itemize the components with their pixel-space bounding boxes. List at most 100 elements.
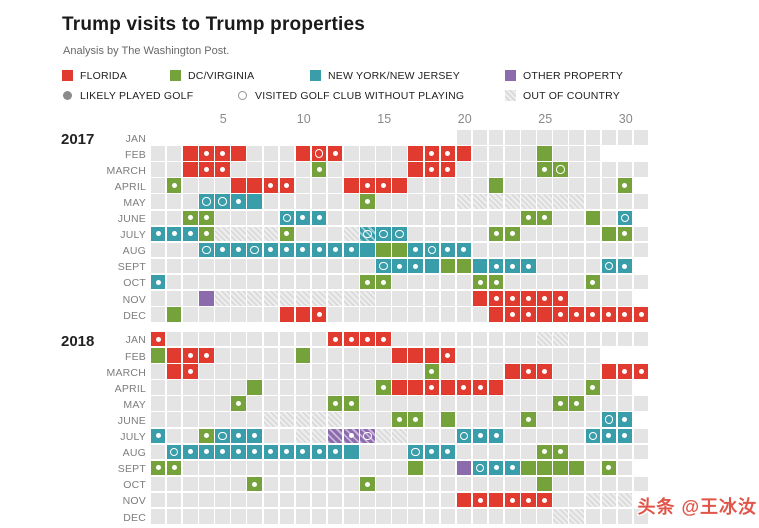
day-cell <box>601 380 617 395</box>
day-cell <box>440 476 456 492</box>
day-cell <box>521 476 536 492</box>
played-golf-marker <box>445 449 451 455</box>
day-cell <box>199 291 214 306</box>
day-cell <box>440 348 456 363</box>
day-cell <box>537 178 552 193</box>
day-cell <box>183 274 198 290</box>
legend-item-other-property: OTHER PROPERTY <box>505 69 623 82</box>
month-label: FEB <box>124 350 146 363</box>
played-golf-marker <box>236 433 242 439</box>
day-cell <box>456 307 472 322</box>
day-cell <box>311 396 327 411</box>
day-cell <box>488 307 504 322</box>
day-cell <box>215 460 230 476</box>
day-cell <box>327 460 343 476</box>
day-cell <box>521 396 536 411</box>
played-golf-marker <box>525 215 531 221</box>
day-cell <box>617 396 633 411</box>
day-cell <box>424 444 440 460</box>
day-cell <box>585 210 601 226</box>
played-golf-marker <box>155 279 161 285</box>
day-cell <box>295 380 311 395</box>
day-cell <box>408 364 423 379</box>
day-cell <box>215 492 230 508</box>
day-cell <box>408 307 423 322</box>
day-cell <box>183 460 198 476</box>
day-cell <box>488 476 504 492</box>
day-cell <box>424 274 440 290</box>
played-golf-marker <box>622 368 628 374</box>
day-cell <box>601 396 617 411</box>
day-cell <box>585 307 601 322</box>
visited-club-marker <box>556 165 565 174</box>
day-cell <box>183 210 198 226</box>
day-cell <box>183 509 198 524</box>
day-cell <box>150 291 166 306</box>
day-cell <box>505 412 520 427</box>
day-cell <box>601 162 617 177</box>
day-cell <box>537 380 552 395</box>
day-cell <box>392 428 407 444</box>
day-cell <box>408 412 423 427</box>
day-cell <box>263 396 279 411</box>
day-cell <box>601 291 617 306</box>
visited-club-marker <box>379 261 388 271</box>
day-cell <box>376 444 391 460</box>
day-cell <box>456 146 472 161</box>
played-golf-marker <box>380 384 386 390</box>
day-cell <box>537 146 552 161</box>
day-cell <box>505 509 520 524</box>
day-cell <box>617 242 633 258</box>
day-cell <box>344 258 359 274</box>
day-cell <box>247 428 262 444</box>
day-cell <box>488 226 504 242</box>
day-cell <box>472 258 488 274</box>
day-cell <box>456 348 472 363</box>
day-cell <box>472 380 488 395</box>
day-cell <box>553 162 568 177</box>
played-golf-marker <box>525 497 531 503</box>
day-cell <box>150 274 166 290</box>
day-cell <box>408 444 423 460</box>
day-cell <box>150 396 166 411</box>
day-cell <box>553 428 568 444</box>
day-cell <box>376 348 391 363</box>
day-cell <box>376 242 391 258</box>
day-cell <box>408 492 423 508</box>
day-cell <box>360 444 375 460</box>
played-golf-marker <box>187 449 193 455</box>
day-cell <box>199 274 214 290</box>
day-cell <box>166 258 182 274</box>
day-cell <box>617 331 633 347</box>
day-cell <box>247 146 262 161</box>
day-cell <box>505 428 520 444</box>
day-cell <box>424 146 440 161</box>
day-cell <box>488 331 504 347</box>
day-cell <box>199 428 214 444</box>
day-cell <box>295 348 311 363</box>
day-cell <box>601 444 617 460</box>
played-golf-marker <box>445 352 451 358</box>
day-cell <box>150 364 166 379</box>
day-cell <box>456 331 472 347</box>
played-golf-marker <box>284 247 290 253</box>
day-cell <box>199 348 214 363</box>
played-golf-marker <box>252 449 258 455</box>
day-cell <box>215 380 230 395</box>
day-cell <box>150 242 166 258</box>
day-cell <box>440 380 456 395</box>
day-cell <box>311 476 327 492</box>
visited-club-marker <box>314 149 324 158</box>
day-cell <box>553 331 568 347</box>
day-cell <box>360 364 375 379</box>
month-label: MAY <box>123 398 146 411</box>
month-label: SEPT <box>117 261 146 274</box>
played-golf-marker <box>380 336 386 342</box>
day-cell <box>521 460 536 476</box>
played-golf-marker <box>203 352 209 358</box>
day-cell <box>440 412 456 427</box>
day-cell <box>199 412 214 427</box>
day-cell <box>376 428 391 444</box>
day-cell <box>408 428 423 444</box>
day-cell <box>569 178 584 193</box>
